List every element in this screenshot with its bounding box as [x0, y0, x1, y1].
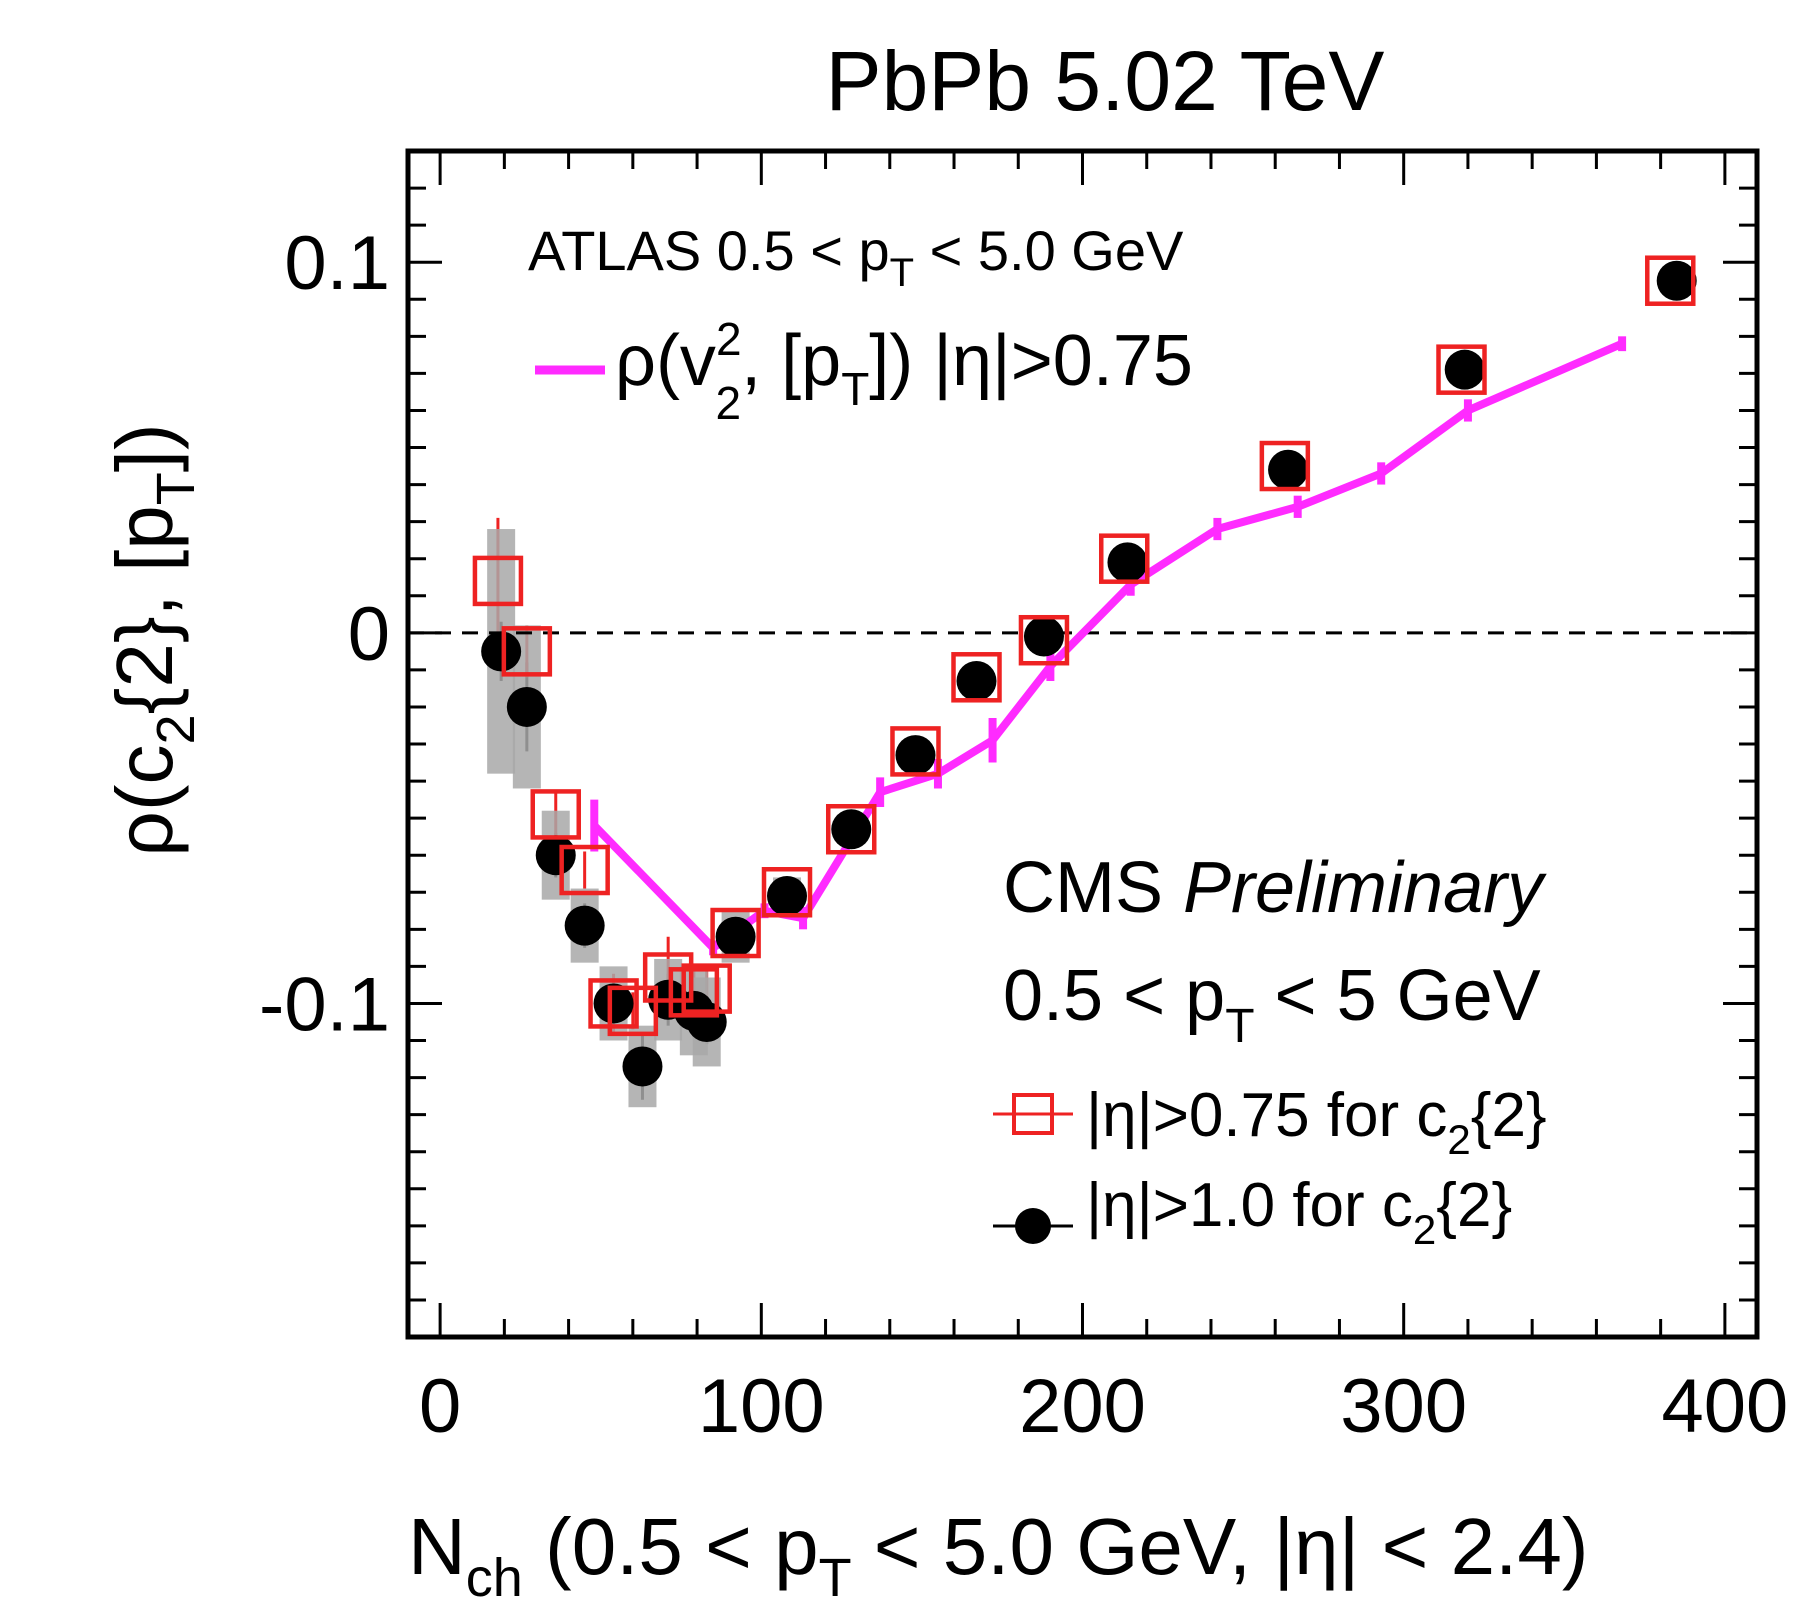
xlabel-rest1: (0.5 < p: [523, 1502, 819, 1591]
ylabel-post: ]): [100, 423, 189, 472]
open-square-point: [472, 555, 524, 607]
atlas-legend-post: ]) |η|>0.75: [869, 321, 1193, 401]
ylabel-sub: 2: [146, 714, 206, 744]
open-square-point: [1259, 440, 1311, 492]
filled-circle-point: [593, 983, 634, 1024]
open-square-point: [501, 626, 553, 677]
cms-label-italic: Preliminary: [1183, 848, 1547, 928]
open-square-point: [642, 952, 694, 1003]
open-square-point: [825, 803, 877, 855]
filled-circle-point: [715, 916, 756, 957]
xlabel-sub: ch: [466, 1548, 523, 1608]
filled-circle-point: [1107, 542, 1148, 583]
filled-circle-point: [506, 686, 547, 727]
filled-circle-point: [686, 1001, 727, 1042]
x-tick-label: 400: [1661, 1364, 1788, 1449]
atlas-legend-mid: , [p: [741, 321, 841, 401]
legend-open-square: |η|>0.75 for c2{2}: [993, 1081, 1547, 1163]
atlas-header-sub: T: [890, 251, 914, 295]
ylabel-mid: {2}, [p: [100, 505, 189, 714]
legend-filled-circle-sub: 2: [1413, 1206, 1436, 1253]
cms-label-bold: CMS: [1003, 848, 1163, 928]
x-tick-label: 100: [698, 1364, 825, 1449]
open-square-point: [1645, 255, 1696, 306]
marker-layer: [472, 255, 1697, 1087]
open-square-point: [607, 985, 659, 1037]
y-tick-label: -0.1: [259, 962, 390, 1047]
x-tick-label: 0: [419, 1364, 461, 1449]
chart-title: PbPb 5.02 TeV: [826, 34, 1385, 128]
open-square-point: [588, 978, 639, 1029]
legend-filled-circle: |η|>1.0 for c2{2}: [993, 1171, 1512, 1253]
y-tick-label: 0.1: [284, 221, 390, 306]
atlas-legend-sup: 2: [716, 313, 742, 365]
x-tick-label: 200: [1019, 1364, 1146, 1449]
filled-circle-point: [1268, 449, 1309, 490]
legend-filled-circle-post: {2}: [1436, 1171, 1512, 1240]
legend-filled-circle-pre: |η|>1.0 for c: [1086, 1171, 1413, 1240]
y-axis-label: ρ(c2{2}, [pT]): [100, 423, 206, 856]
x-tick-label: 300: [1340, 1364, 1467, 1449]
xlabel-rest2: < 5.0 GeV, |η| < 2.4): [852, 1502, 1589, 1591]
open-square-point: [1099, 533, 1150, 584]
open-square-point: [668, 967, 720, 1018]
legend-open-square-pre: |η|>0.75 for c: [1086, 1081, 1447, 1150]
xlabel-sub2: T: [819, 1548, 852, 1608]
filled-circle-point: [831, 809, 872, 850]
filled-circle-point: [622, 1046, 663, 1087]
x-axis-label: Nch (0.5 < pT < 5.0 GeV, |η| < 2.4): [408, 1502, 1588, 1608]
open-square-point: [530, 789, 581, 840]
filled-circle-point: [956, 660, 997, 701]
legend-open-square-marker: [1012, 1093, 1054, 1135]
filled-circle-point: [481, 631, 522, 672]
atlas-legend-label: ρ(v2 2, [pT]) |η|>0.75: [615, 313, 1193, 429]
open-square-point: [681, 963, 732, 1014]
atlas-header-post: < 5.0 GeV: [914, 219, 1184, 282]
cms-range-post: < 5 GeV: [1255, 956, 1541, 1036]
open-square-point: [761, 867, 813, 918]
ylabel-sub2: T: [146, 472, 206, 505]
atlas-legend-pre: ρ(v: [615, 321, 716, 401]
filled-circle-point: [895, 735, 936, 776]
filled-circle-point: [564, 905, 605, 946]
atlas-legend-sub: 2: [716, 377, 742, 429]
filled-circle-point: [1023, 616, 1064, 657]
atlas-legend-sub2: T: [841, 363, 869, 415]
legend-open-square-label: |η|>0.75 for c2{2}: [1086, 1081, 1547, 1163]
open-square-point: [710, 907, 761, 959]
cms-label: CMS Preliminary: [1003, 848, 1547, 928]
filled-circle-point: [1444, 349, 1485, 390]
filled-circle-point: [1656, 260, 1697, 301]
filled-circle-point: [767, 875, 808, 916]
legend-filled-circle-label: |η|>1.0 for c2{2}: [1086, 1171, 1512, 1253]
svg-text:ρ(c2{2}, [pT]): ρ(c2{2}, [pT]): [100, 423, 206, 856]
open-square-point: [951, 652, 1002, 703]
open-square-point: [1436, 344, 1487, 395]
legend-filled-circle-marker: [1015, 1208, 1051, 1244]
cms-range-sub: T: [1225, 1000, 1254, 1053]
legend-open-square-sub: 2: [1447, 1116, 1470, 1163]
y-tick-label: 0: [348, 592, 390, 677]
cms-range-pre: 0.5 < p: [1003, 956, 1225, 1036]
open-square-point: [559, 844, 610, 896]
filled-circle-point: [535, 835, 576, 876]
tick-layer: 0 100 200 300 400 -0.1 0 0.1: [259, 151, 1788, 1449]
atlas-curve-line: [591, 340, 1624, 952]
ylabel-pre: ρ(c: [100, 744, 189, 856]
atlas-header: ATLAS 0.5 < pT < 5.0 GeV: [528, 219, 1184, 295]
open-square-point: [1018, 614, 1070, 666]
atlas-header-pre: ATLAS 0.5 < p: [528, 219, 890, 282]
legend-open-square-post: {2}: [1471, 1081, 1547, 1150]
xlabel-main: N: [408, 1502, 466, 1591]
open-square-point: [890, 726, 941, 777]
cms-range: 0.5 < pT < 5 GeV: [1003, 956, 1541, 1053]
